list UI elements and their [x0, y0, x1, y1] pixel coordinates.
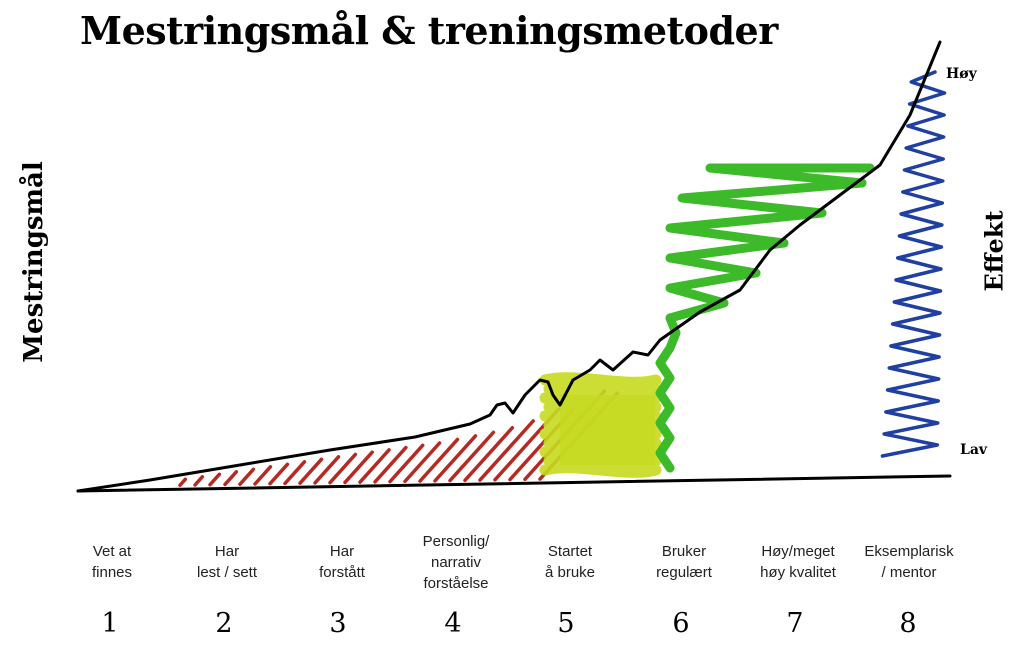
- red-hatch-stroke: [328, 452, 358, 485]
- stage-8-text: Eksemplarisk / mentor: [864, 543, 954, 581]
- red-hatch-stroke: [298, 457, 324, 485]
- diagram-title: Mestringsmål & treningsmetoder: [80, 8, 778, 53]
- mastery-curve: [76, 40, 942, 493]
- red-hatch-stroke: [268, 462, 290, 486]
- stage-3-text: Har forstått: [319, 543, 365, 581]
- effect-low-label: Lav: [960, 442, 988, 458]
- red-hatch-stroke: [403, 441, 442, 484]
- red-hatch-stroke: [448, 430, 496, 483]
- stage-2-number: 2: [215, 608, 233, 639]
- stage-7-label: Høy/meget høy kvalitet: [738, 541, 858, 583]
- effect-high-label: Høy: [946, 66, 977, 82]
- stage-2-label: Har lest / sett: [167, 541, 287, 583]
- stage-6-text: Bruker regulært: [656, 543, 712, 581]
- red-hatch-stroke: [223, 470, 239, 487]
- stage-5-label: Startet å bruke: [510, 541, 630, 583]
- red-hatch-stroke: [193, 475, 205, 487]
- red-hatch-stroke: [463, 426, 515, 483]
- red-hatch-stroke: [358, 448, 391, 484]
- red-hatch-stroke: [478, 419, 535, 482]
- blue-zigzag-region: [880, 70, 947, 458]
- red-hatch-stroke: [178, 477, 188, 487]
- stage-8-number: 8: [899, 608, 917, 639]
- stage-7-number: 7: [786, 608, 804, 639]
- stage-1-text: Vet at finnes: [91, 543, 133, 581]
- red-hatch-stroke: [433, 434, 478, 483]
- stage-5-text: Startet å bruke: [544, 543, 596, 581]
- red-hatch-stroke: [208, 472, 222, 487]
- blue-zigzag-stroke: [880, 70, 947, 458]
- baseline: [76, 474, 952, 493]
- red-hatch-stroke: [253, 465, 273, 486]
- red-hatch-stroke: [283, 460, 307, 486]
- red-hatch-stroke: [418, 437, 460, 483]
- stage-3-number: 3: [329, 608, 347, 639]
- stage-1-number: 1: [101, 608, 119, 639]
- stage-2-text: Har lest / sett: [196, 543, 258, 581]
- red-hatch-stroke: [313, 455, 341, 485]
- stage-4-number: 4: [444, 608, 462, 639]
- stage-1-label: Vet at finnes: [52, 541, 172, 583]
- red-hatch-stroke: [388, 443, 425, 484]
- red-hatch-stroke: [343, 450, 374, 485]
- red-hatch-stroke: [238, 467, 256, 486]
- yellow-fill-block: [560, 395, 655, 465]
- stage-4-text: Personlig/ narrativ forståelse: [422, 533, 490, 592]
- red-hatch-stroke: [373, 445, 408, 484]
- stage-5-number: 5: [557, 608, 575, 639]
- stage-8-label: Eksemplarisk / mentor: [849, 541, 969, 583]
- stage-6-number: 6: [672, 608, 690, 639]
- stage-4-label: Personlig/ narrativ forståelse: [396, 531, 516, 594]
- stage-6-label: Bruker regulært: [624, 541, 744, 583]
- yellow-scribble-region: [539, 372, 662, 478]
- stage-3-label: Har forstått: [282, 541, 402, 583]
- stage-7-text: Høy/meget høy kvalitet: [760, 543, 836, 581]
- green-zigzag-region: [655, 163, 875, 473]
- green-zigzag-stroke: [655, 163, 875, 473]
